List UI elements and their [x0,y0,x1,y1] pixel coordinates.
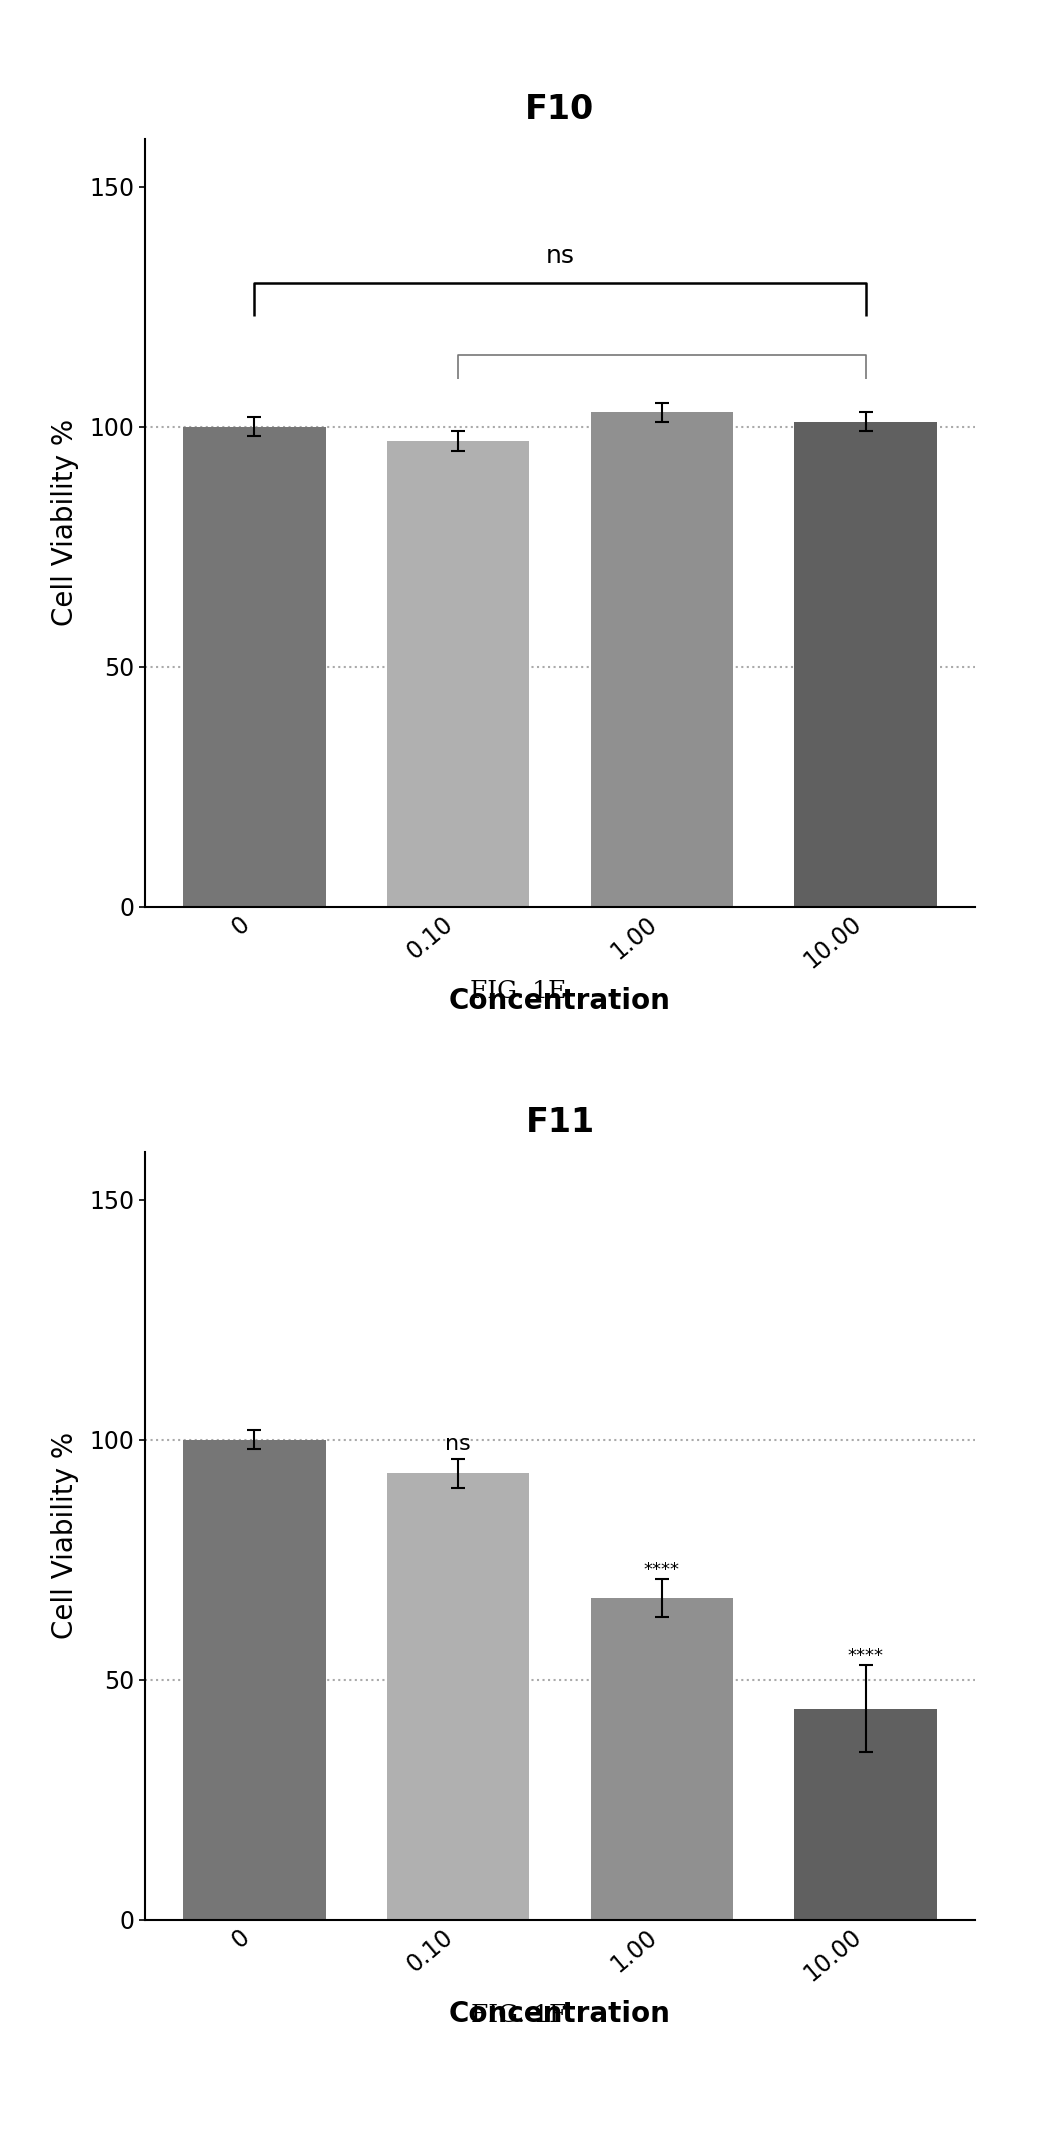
Title: F10: F10 [526,94,594,126]
Text: ****: **** [847,1647,884,1666]
Bar [590,1598,733,1920]
X-axis label: Concentration: Concentration [449,2001,671,2028]
Text: ****: **** [644,1561,680,1578]
Title: F11: F11 [526,1107,594,1139]
X-axis label: Concentration: Concentration [449,988,671,1015]
Bar [590,412,733,907]
Text: ns: ns [545,243,574,269]
Bar [183,1440,326,1920]
Y-axis label: Cell Viability %: Cell Viability % [51,418,79,627]
Text: FIG. 1E: FIG. 1E [471,981,566,1003]
Text: ns: ns [445,1433,471,1455]
Bar [387,442,530,907]
Bar [794,1709,937,1920]
Bar [387,1474,530,1920]
Bar [183,427,326,907]
Text: FIG. 1F: FIG. 1F [471,2005,566,2026]
Bar [794,422,937,907]
Y-axis label: Cell Viability %: Cell Viability % [51,1431,79,1640]
